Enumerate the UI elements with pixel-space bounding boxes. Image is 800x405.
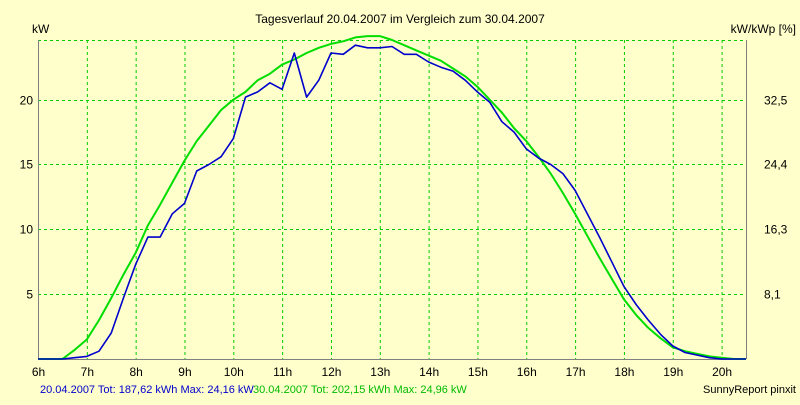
y-tick-label-right: 8,1 xyxy=(764,288,781,302)
x-tick-label: 9h xyxy=(178,365,191,379)
y-tick-label-left: 20 xyxy=(20,94,34,108)
series-layer xyxy=(38,35,746,360)
left-axis-unit: kW xyxy=(32,22,50,36)
chart-title: Tagesverlauf 20.04.2007 im Vergleich zum… xyxy=(255,12,545,26)
y-tick-label-left: 5 xyxy=(26,288,33,302)
right-axis-unit: kW/kWp [%] xyxy=(731,22,796,36)
y-tick-label-right: 16,3 xyxy=(764,223,788,237)
x-tick-label: 14h xyxy=(419,365,439,379)
y-tick-label-left: 10 xyxy=(20,223,34,237)
x-tick-label: 15h xyxy=(468,365,488,379)
x-tick-label: 13h xyxy=(370,365,390,379)
series-line-30-04-2007 xyxy=(38,35,746,360)
plot-frame xyxy=(38,40,747,360)
x-tick-label: 20h xyxy=(712,365,732,379)
y-tick-label-right: 24,4 xyxy=(764,158,788,172)
footer-series1-summary: 20.04.2007 Tot: 187,62 kWh Max: 24,16 kW xyxy=(40,384,254,396)
footer-series2-summary: 30.04.2007 Tot: 202,15 kWh Max: 24,96 kW xyxy=(253,384,467,396)
y-tick-label-right: 32,5 xyxy=(764,94,788,108)
x-tick-label: 18h xyxy=(614,365,634,379)
x-tick-label: 16h xyxy=(517,365,537,379)
x-tick-label: 17h xyxy=(566,365,586,379)
x-tick-label: 10h xyxy=(224,365,244,379)
x-tick-label: 19h xyxy=(663,365,683,379)
y-tick-label-left: 15 xyxy=(20,158,34,172)
tick-layer: 6h 7h 8h 9h 10h 11h 12h 13h 14h 15h 16h 17h 18h 19h 20… xyxy=(20,94,788,380)
x-tick-label: 6h xyxy=(32,365,45,379)
x-tick-label: 7h xyxy=(81,365,94,379)
x-tick-label: 12h xyxy=(321,365,341,379)
grid xyxy=(38,40,746,359)
x-tick-label: 11h xyxy=(273,365,292,379)
x-tick-label: 8h xyxy=(129,365,142,379)
series-line-20-04-2007 xyxy=(38,44,746,360)
footer-brand: SunnyReport pinxit xyxy=(703,384,796,396)
